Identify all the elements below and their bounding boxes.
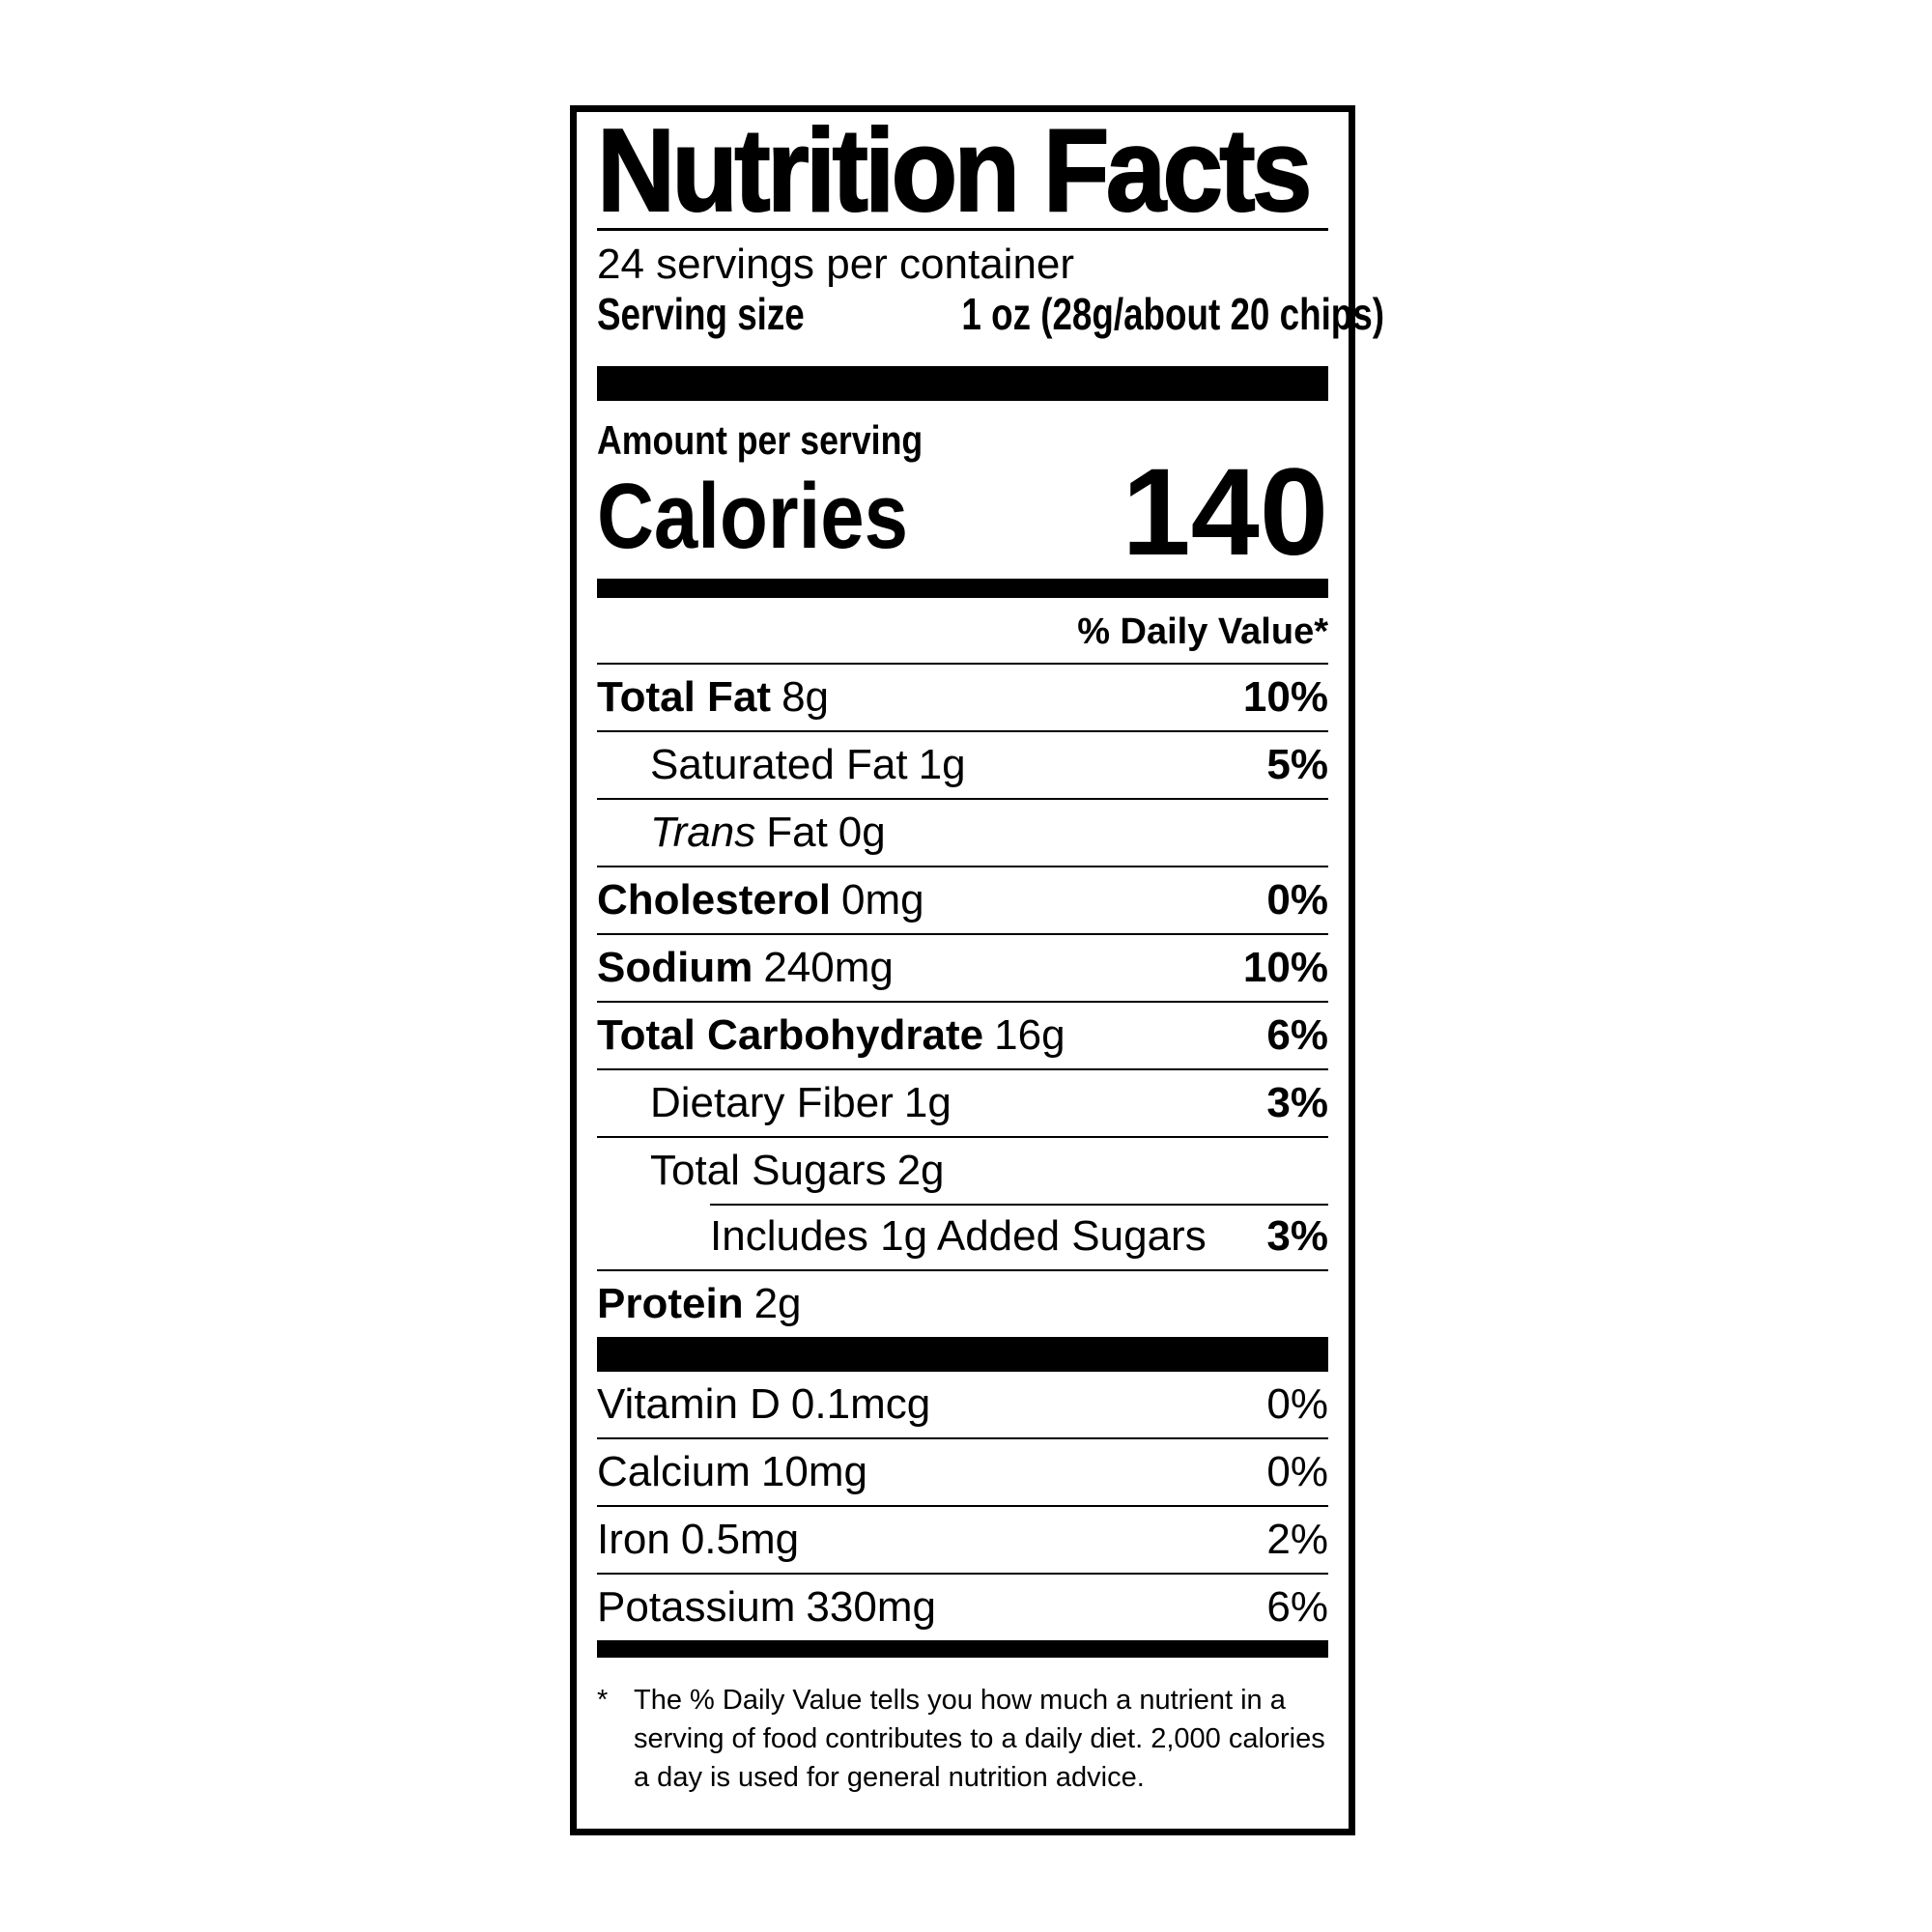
nutrient-name: Sodium bbox=[597, 944, 753, 991]
servings-per-container: 24 servings per container bbox=[597, 241, 1075, 288]
nutrient-name: Dietary Fiber bbox=[650, 1079, 894, 1126]
row-potassium: Potassium 330mg 6% bbox=[597, 1575, 1328, 1640]
nutrient-dv: 5% bbox=[1266, 741, 1328, 788]
row-calcium: Calcium 10mg 0% bbox=[597, 1439, 1328, 1507]
nutrient-amount: 1g bbox=[903, 1079, 952, 1126]
nutrient-dv: 3% bbox=[1266, 1079, 1328, 1126]
nutrient-amount: 10mg bbox=[760, 1448, 867, 1495]
nutrient-name: Potassium bbox=[597, 1583, 796, 1631]
nutrient-amount: 0mg bbox=[841, 876, 924, 923]
row-total-fat: Total Fat 8g 10% bbox=[597, 665, 1328, 732]
row-dietary-fiber: Dietary Fiber 1g 3% bbox=[597, 1070, 1328, 1138]
section-bar-thick bbox=[597, 366, 1328, 401]
nutrition-facts-label: Nutrition Facts 24 servings per containe… bbox=[570, 104, 1384, 1835]
nutrient-name: Cholesterol bbox=[597, 876, 832, 923]
row-vitamin-d: Vitamin D 0.1mcg 0% bbox=[597, 1372, 1328, 1439]
calories-value: 140 bbox=[1122, 443, 1328, 582]
nutrient-name-italic: Trans bbox=[650, 809, 756, 856]
nutrient-name: Includes 1g Added Sugars bbox=[710, 1212, 1207, 1260]
nutrient-dv: 0% bbox=[1266, 1448, 1328, 1495]
nutrient-dv: 10% bbox=[1242, 673, 1328, 721]
footnote-text: The % Daily Value tells you how much a n… bbox=[634, 1685, 1325, 1793]
nutrient-dv: 3% bbox=[1266, 1212, 1328, 1260]
serving-size-label: Serving size bbox=[597, 289, 805, 339]
footnote-asterisk: * bbox=[597, 1685, 609, 1716]
micronutrient-table: Vitamin D 0.1mcg 0% Calcium 10mg 0% Iron 0.… bbox=[597, 1372, 1328, 1640]
nutrient-amount: 0.1mcg bbox=[790, 1380, 931, 1428]
label-title: Nutrition Facts bbox=[596, 104, 1313, 236]
nutrient-amount: 330mg bbox=[806, 1583, 936, 1631]
nutrient-amount: 0g bbox=[838, 809, 886, 856]
nutrient-name: Total Sugars bbox=[650, 1147, 887, 1194]
nutrient-dv: 0% bbox=[1266, 876, 1328, 923]
nutrient-name: Vitamin D bbox=[597, 1380, 781, 1428]
nutrient-name: Protein bbox=[597, 1280, 744, 1327]
section-bar-medium bbox=[597, 579, 1328, 598]
nutrient-name: Total Carbohydrate bbox=[597, 1011, 984, 1059]
nutrient-amount: 0.5mg bbox=[680, 1516, 800, 1563]
nutrient-amount: 2g bbox=[753, 1280, 802, 1327]
row-total-carbohydrate: Total Carbohydrate 16g 6% bbox=[597, 1003, 1328, 1070]
row-added-sugars: Includes 1g Added Sugars 3% bbox=[597, 1204, 1328, 1271]
row-trans-fat: Trans Fat 0g bbox=[597, 800, 1328, 867]
calories-label: Calories bbox=[597, 465, 909, 568]
serving-size-value: 1 oz (28g/about 20 chips) bbox=[961, 289, 1385, 339]
divider bbox=[597, 228, 1328, 231]
nutrient-amount: 1g bbox=[918, 741, 966, 788]
nutrient-dv: 10% bbox=[1242, 944, 1328, 991]
nutrient-amount: 16g bbox=[994, 1011, 1065, 1059]
nutrient-amount: 8g bbox=[781, 673, 830, 721]
nutrient-dv: 6% bbox=[1266, 1011, 1328, 1059]
nutrient-name: Iron bbox=[597, 1516, 670, 1563]
row-iron: Iron 0.5mg 2% bbox=[597, 1507, 1328, 1575]
nutrient-name: Calcium bbox=[597, 1448, 751, 1495]
nutrient-name: Saturated Fat bbox=[650, 741, 908, 788]
row-cholesterol: Cholesterol 0mg 0% bbox=[597, 867, 1328, 935]
nutrient-name: Total Fat bbox=[597, 673, 772, 721]
nutrient-table: Total Fat 8g 10% Saturated Fat 1g 5% Trans… bbox=[597, 665, 1328, 1337]
section-bar-medium bbox=[597, 1640, 1328, 1658]
amount-per-serving-label: Amount per serving bbox=[597, 417, 923, 463]
nutrient-dv: 2% bbox=[1266, 1516, 1328, 1563]
nutrient-name: Fat bbox=[766, 809, 828, 856]
nutrient-dv: 6% bbox=[1266, 1583, 1328, 1631]
nutrient-dv: 0% bbox=[1266, 1380, 1328, 1428]
serving-size-row: Serving size 1 oz (28g/about 20 chips) bbox=[597, 289, 1384, 339]
calories-row: Calories 140 bbox=[597, 443, 1328, 582]
section-bar-thick bbox=[597, 1337, 1328, 1372]
row-saturated-fat: Saturated Fat 1g 5% bbox=[597, 732, 1328, 800]
nutrient-amount: 2g bbox=[896, 1147, 945, 1194]
row-protein: Protein 2g bbox=[597, 1271, 1328, 1337]
row-sodium: Sodium 240mg 10% bbox=[597, 935, 1328, 1003]
nutrient-amount: 240mg bbox=[763, 944, 894, 991]
row-total-sugars: Total Sugars 2g bbox=[597, 1138, 1328, 1204]
daily-value-header: % Daily Value* bbox=[597, 598, 1328, 665]
daily-value-footnote: * The % Daily Value tells you how much a… bbox=[597, 1681, 1328, 1797]
